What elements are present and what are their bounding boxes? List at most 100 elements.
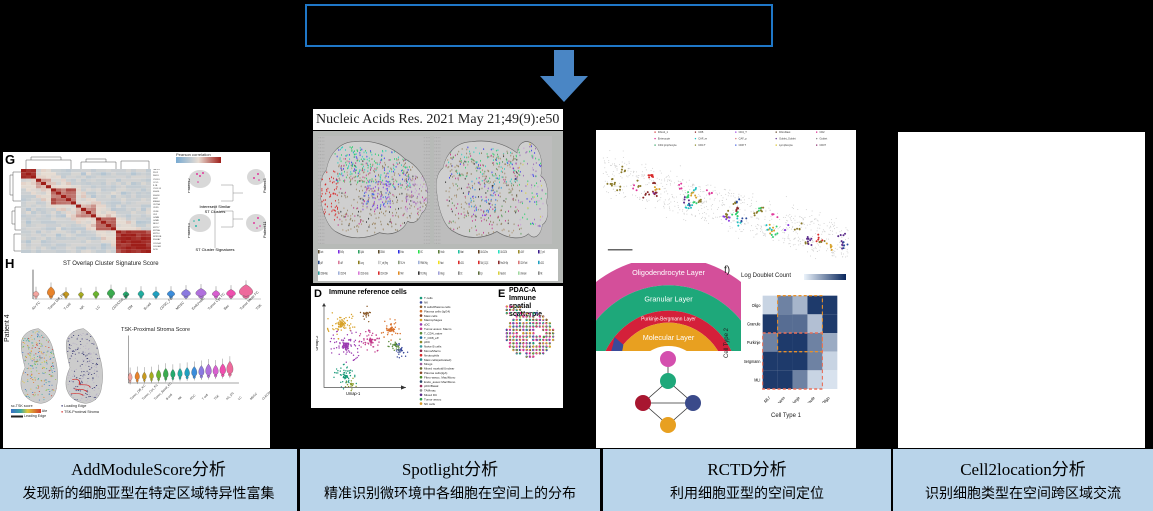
svg-text:●: ●	[775, 143, 777, 147]
svg-text:Oligodendrocyte Layer: Oligodendrocyte Layer	[632, 268, 705, 277]
svg-text:jT_cell: jT_cell	[540, 251, 545, 255]
svg-text:Bergmann: Bergmann	[770, 394, 786, 403]
svg-text:●: ●	[694, 143, 696, 147]
svg-text:Molecular Layer: Molecular Layer	[643, 333, 695, 342]
svg-text:NK: NK	[424, 301, 428, 305]
svg-text:T_CD8_eff: T_CD8_eff	[424, 336, 439, 340]
svg-text:CD4_T: CD4_T	[739, 130, 748, 134]
svg-text:Mast cells: Mast cells	[424, 314, 438, 318]
svg-text:TIL2+b: TIL2+b	[400, 261, 405, 265]
svg-text:Tumor-assoc. Macro: Tumor-assoc. Macro	[424, 327, 452, 331]
svg-text:Lung: Lung	[360, 261, 364, 265]
svg-text:ISC: ISC	[420, 251, 423, 255]
svg-text:Bergmann: Bergmann	[744, 358, 761, 364]
svg-text:Mregs: Mregs	[440, 272, 445, 276]
svg-text:Mast cells(activated): Mast cells(activated)	[424, 358, 451, 362]
svg-text:●: ●	[654, 137, 656, 141]
svg-text:●: ●	[775, 130, 777, 134]
svg-text:OLIG1/Onc: OLIG1/Onc	[480, 251, 488, 255]
svg-text:CD2: CD2	[819, 130, 825, 134]
svg-text:●: ●	[735, 137, 737, 141]
svg-text:Enterocyte: Enterocyte	[658, 137, 671, 141]
svg-text:TAMmac: TAMmac	[424, 389, 436, 393]
svg-text:CyAd: CyAd	[360, 251, 364, 255]
svg-text:Epi: Epi	[480, 272, 482, 276]
svg-text:CAF_re: CAF_re	[698, 137, 707, 141]
svg-text:Plasma cells(IgA): Plasma cells(IgA)	[424, 371, 447, 375]
svg-text:CD8 T: CD8 T	[739, 143, 747, 147]
svg-text:●: ●	[816, 130, 818, 134]
svg-text:ST Clusters: ST Clusters	[205, 209, 226, 214]
svg-text:●: ●	[694, 130, 696, 134]
svg-text:TAM_C1QC: TAM_C1QC	[480, 261, 488, 265]
svg-text:Purkinje: Purkinje	[747, 340, 761, 346]
svg-text:ST Cluster Signatures: ST Cluster Signatures	[195, 247, 234, 252]
svg-text:CD31+Endo: CD31+Endo	[360, 272, 369, 276]
svg-text:CD3+CD8+: CD3+CD8+	[380, 272, 388, 276]
svg-text:pAF: pAF	[320, 261, 323, 265]
svg-text:Oligo: Oligo	[752, 302, 761, 308]
svg-text:Purkinje-Bergmann Layer: Purkinje-Bergmann Layer	[641, 317, 696, 323]
svg-text:CD20+B: CD20+B	[340, 272, 346, 276]
svg-text:Granule: Granule	[802, 394, 815, 403]
svg-text:NK cells: NK cells	[424, 402, 436, 406]
svg-text:D3/M4: D3/M4	[380, 251, 385, 255]
svg-text:uCAF: uCAF	[520, 251, 524, 255]
svg-text:TAM: TAM	[400, 272, 403, 276]
svg-text:CD3+Tcell: CD3+Tcell	[520, 261, 527, 265]
svg-text:Mregs: Mregs	[424, 362, 433, 366]
svg-text:Endo: Endo	[400, 251, 404, 255]
svg-text:Fibro-assoc. Mac/Mono: Fibro-assoc. Mac/Mono	[424, 375, 456, 379]
svg-text:Naive B cells: Naive B cells	[424, 345, 442, 349]
svg-text:Goblet_Goblet: Goblet_Goblet	[779, 137, 796, 141]
svg-text:●: ●	[816, 143, 818, 147]
svg-text:DC: DC	[460, 272, 462, 276]
svg-text:pDC: pDC	[424, 340, 431, 344]
svg-text:Granular Layer: Granular Layer	[644, 294, 693, 303]
svg-text:pDC/Basal: pDC/Basal	[424, 384, 439, 388]
svg-text:Umap-1: Umap-1	[346, 391, 361, 396]
svg-text:Oligo: Oligo	[821, 394, 831, 403]
svg-text:Fibrob_1: Fibrob_1	[658, 130, 669, 134]
svg-text:CAF_p: CAF_p	[739, 137, 748, 141]
svg-text:T_cell_Reg: T_cell_Reg	[380, 261, 388, 265]
svg-text:Mono/Macro: Mono/Macro	[424, 349, 441, 353]
svg-text:Endo_assoc Mac/Mono: Endo_assoc Mac/Mono	[424, 380, 456, 384]
svg-text:CD37: CD37	[819, 143, 826, 147]
svg-text:cDC1: cDC1	[460, 261, 464, 265]
svg-text:Neut: Neut	[440, 261, 443, 265]
svg-text:Macrophages: Macrophages	[424, 318, 443, 322]
svg-text:Tumor assoc: Tumor assoc	[424, 397, 442, 401]
svg-text:Gobtet: Gobtet	[819, 137, 827, 141]
svg-text:T cells: T cells	[424, 296, 433, 300]
svg-text:oAF: oAF	[340, 261, 343, 265]
svg-text:Mixed myeloid/Unclear: Mixed myeloid/Unclear	[424, 367, 454, 371]
svg-text:Patient11: Patient11	[262, 221, 267, 238]
svg-text:Patient5: Patient5	[262, 178, 267, 193]
svg-text:●: ●	[694, 137, 696, 141]
svg-text:●: ●	[654, 143, 656, 147]
svg-text:●: ●	[816, 137, 818, 141]
svg-text:CD68+Mac: CD68+Mac	[320, 272, 328, 276]
svg-text:Acin: Acin	[320, 251, 323, 255]
svg-text:Granule: Granule	[747, 321, 761, 327]
svg-text:T_CD4_naive: T_CD4_naive	[424, 331, 443, 335]
svg-text:Unknown: Unknown	[520, 272, 527, 276]
svg-text:●: ●	[654, 130, 656, 134]
svg-text:cDC2: cDC2	[540, 261, 544, 265]
svg-text:●: ●	[735, 143, 737, 147]
svg-text:Lymphocyte: Lymphocyte	[779, 143, 793, 147]
svg-text:NeuEnd: NeuEnd	[500, 272, 506, 276]
svg-text:Mixed DC: Mixed DC	[424, 393, 438, 397]
svg-text:●: ●	[735, 130, 737, 134]
svg-text:Fibroblast: Fibroblast	[779, 130, 791, 134]
svg-text:ExSp: ExSp	[340, 251, 344, 255]
svg-text:Purkinje: Purkinje	[787, 394, 801, 403]
svg-text:OLIG2/O4: OLIG2/O4	[500, 251, 507, 255]
svg-text:B cells/Plasma cells: B cells/Plasma cells	[424, 305, 451, 309]
svg-text:PBMC+Mg: PBMC+Mg	[420, 261, 428, 265]
svg-text:MLI: MLI	[754, 377, 760, 383]
svg-text:CD4 T: CD4 T	[698, 143, 706, 147]
svg-text:PanCK+Epi: PanCK+Epi	[500, 261, 508, 265]
svg-text:●: ●	[775, 137, 777, 141]
